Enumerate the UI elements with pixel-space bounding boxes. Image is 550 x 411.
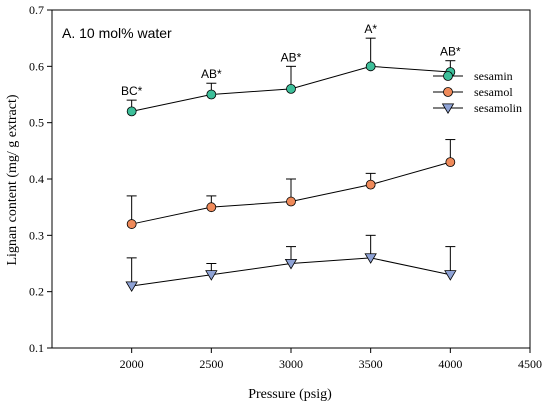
y-axis-label: Lignan content (mg/ g extract) bbox=[5, 94, 20, 265]
x-tick-label: 3500 bbox=[359, 357, 383, 371]
x-tick-label: 4500 bbox=[518, 357, 542, 371]
x-tick-label: 3000 bbox=[279, 357, 303, 371]
data-point-sesamolin bbox=[125, 281, 138, 293]
x-axis-label: Pressure (psig) bbox=[248, 387, 332, 402]
legend-marker-sesamol bbox=[443, 87, 453, 97]
data-point-sesamol bbox=[445, 157, 456, 168]
data-point-sesamin bbox=[365, 61, 376, 72]
legend-label-sesamolin: sesamolin bbox=[474, 101, 522, 115]
y-tick-label: 0.7 bbox=[29, 3, 44, 17]
legend-marker-sesamin bbox=[443, 71, 453, 81]
x-tick-label: 4000 bbox=[438, 357, 462, 371]
significance-label: A* bbox=[364, 22, 377, 36]
legend-label-sesamin: sesamin bbox=[474, 69, 513, 83]
error-bars bbox=[126, 37, 456, 287]
data-point-sesamin bbox=[286, 83, 296, 94]
legend-label-sesamol: sesamol bbox=[474, 85, 513, 99]
data-markers bbox=[125, 61, 457, 293]
y-tick-label: 0.4 bbox=[29, 172, 44, 186]
data-point-sesamolin bbox=[444, 270, 457, 281]
y-tick-label: 0.2 bbox=[29, 285, 44, 299]
legend-marker-sesamolin bbox=[441, 103, 455, 115]
significance-label: AB* bbox=[281, 50, 302, 64]
x-tick-label: 2500 bbox=[199, 357, 223, 371]
data-point-sesamolin bbox=[284, 258, 298, 270]
significance-label: AB* bbox=[440, 45, 461, 59]
legend: sesamin sesamol sesamolin bbox=[433, 69, 522, 115]
data-point-sesamol bbox=[286, 196, 296, 207]
y-tick-label: 0.1 bbox=[29, 341, 44, 355]
y-tick-label: 0.5 bbox=[29, 116, 44, 130]
axes: 2000 2500 3000 3500 4000 4500 0.1 0.2 0.3 0.4 0.5 0… bbox=[29, 3, 542, 371]
significance-label: BC* bbox=[121, 84, 143, 98]
panel-label: A. 10 mol% water bbox=[62, 25, 172, 41]
data-point-sesamolin bbox=[364, 253, 377, 264]
y-tick-label: 0.6 bbox=[29, 59, 44, 73]
y-tick-label: 0.3 bbox=[29, 228, 44, 242]
data-point-sesamol bbox=[126, 219, 137, 229]
significance-labels: BC* AB* AB* A* AB* bbox=[121, 22, 461, 98]
data-point-sesamolin bbox=[205, 270, 218, 281]
significance-label: AB* bbox=[201, 67, 222, 81]
x-tick-label: 2000 bbox=[120, 357, 144, 371]
data-point-sesamol bbox=[206, 202, 217, 213]
data-point-sesamin bbox=[206, 89, 217, 100]
data-point-sesamol bbox=[365, 179, 376, 190]
data-point-sesamin bbox=[126, 106, 137, 117]
